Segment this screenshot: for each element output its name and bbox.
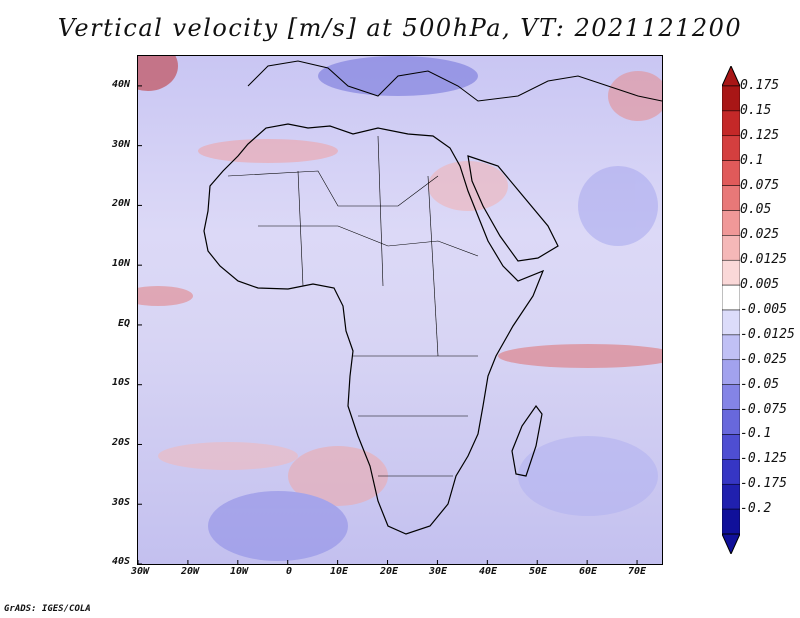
map-title: Vertical velocity [m/s] at 500hPa, VT: 2… — [57, 14, 743, 42]
colorbar-label: -0.005 — [740, 302, 787, 317]
descent-area — [518, 436, 658, 516]
lon-label-60e: 60E — [578, 566, 598, 577]
colorbar-box — [722, 434, 740, 460]
colorbar-box — [722, 185, 740, 211]
colorbar-max-arrow — [722, 66, 740, 87]
africa-map — [138, 56, 662, 564]
descent-area — [208, 491, 348, 561]
lat-label-eq: EQ — [117, 318, 130, 329]
descent-area — [578, 166, 658, 246]
lon-label-50e: 50E — [528, 566, 548, 577]
colorbar-label: 0.175 — [740, 78, 780, 93]
colorbar-label: 0.125 — [740, 127, 780, 143]
grads-credit: GrADS: IGES/COLA — [4, 604, 91, 614]
colorbar-box — [722, 259, 740, 286]
colorbar-box — [722, 483, 740, 510]
map-plot-area[interactable] — [137, 55, 663, 565]
graticule — [138, 85, 638, 564]
lon-label-70e: 70E — [627, 566, 647, 577]
colorbar-box — [722, 409, 740, 435]
colorbar-box — [722, 384, 740, 410]
colorbar-label: 0.025 — [740, 227, 780, 243]
colorbar-box — [722, 334, 740, 361]
lat-label-20n: 20N — [111, 198, 130, 209]
colorbar-box — [722, 235, 740, 261]
colorbar-label: -0.05 — [740, 376, 780, 392]
lon-label-30e: 30E — [428, 566, 448, 577]
lon-label-40e: 40E — [478, 566, 498, 577]
colorbar-box — [722, 309, 740, 336]
colorbar-label: -0.125 — [740, 451, 787, 467]
ascent-band — [138, 286, 193, 306]
ascent-band — [158, 442, 298, 470]
lon-label-10w: 10W — [229, 566, 249, 577]
colorbar-label: -0.025 — [740, 351, 787, 367]
africa-coastline — [203, 123, 545, 535]
lat-label-10s: 10S — [111, 377, 130, 388]
ascent-band — [498, 344, 662, 368]
lat-label-30s: 30S — [111, 497, 130, 508]
lat-label-40n: 40N — [111, 79, 130, 90]
ascent-band — [288, 446, 388, 506]
colorbar-box — [722, 459, 740, 485]
lon-label-20e: 20E — [379, 566, 399, 577]
colorbar-label: 0.15 — [740, 102, 772, 118]
colorbar-label: -0.1 — [740, 426, 772, 442]
colorbar-min-arrow — [722, 533, 740, 554]
country-borders — [227, 135, 479, 477]
colorbar-label: 0.05 — [740, 202, 772, 218]
colorbar-box — [722, 359, 740, 385]
europe-coastline — [247, 60, 662, 102]
colorbar-box — [722, 284, 740, 311]
colorbar-box — [722, 160, 740, 186]
lon-label-0: 0 — [285, 566, 293, 577]
lon-label-20w: 20W — [180, 566, 200, 577]
colorbar-label: -0.075 — [740, 401, 787, 417]
madagascar-coastline — [511, 404, 543, 477]
lat-label-20s: 20S — [111, 437, 130, 448]
ascent-band — [138, 56, 178, 91]
colorbar — [722, 66, 740, 554]
ascent-band — [428, 161, 508, 211]
lat-label-40s: 40S — [111, 556, 130, 567]
colorbar-label: -0.2 — [740, 501, 772, 517]
colorbar-box — [722, 85, 740, 112]
colorbar-label: 0.0125 — [740, 252, 787, 268]
colorbar-label: -0.0125 — [740, 326, 795, 342]
ascent-band — [608, 71, 662, 121]
lon-label-10e: 10E — [329, 566, 349, 577]
colorbar-box — [722, 508, 740, 535]
colorbar-label: 0.1 — [740, 152, 764, 168]
arabia-coastline — [467, 155, 559, 262]
colorbar-box — [722, 135, 740, 161]
colorbar-label: 0.005 — [740, 277, 780, 293]
colorbar-label: -0.175 — [740, 476, 787, 492]
lat-label-10n: 10N — [111, 258, 130, 269]
colorbar-box — [722, 210, 740, 236]
lon-label-30w: 30W — [130, 566, 150, 577]
lat-label-30n: 30N — [111, 139, 130, 150]
colorbar-box — [722, 110, 740, 137]
ascent-band — [198, 139, 338, 163]
colorbar-label: 0.075 — [740, 177, 780, 193]
